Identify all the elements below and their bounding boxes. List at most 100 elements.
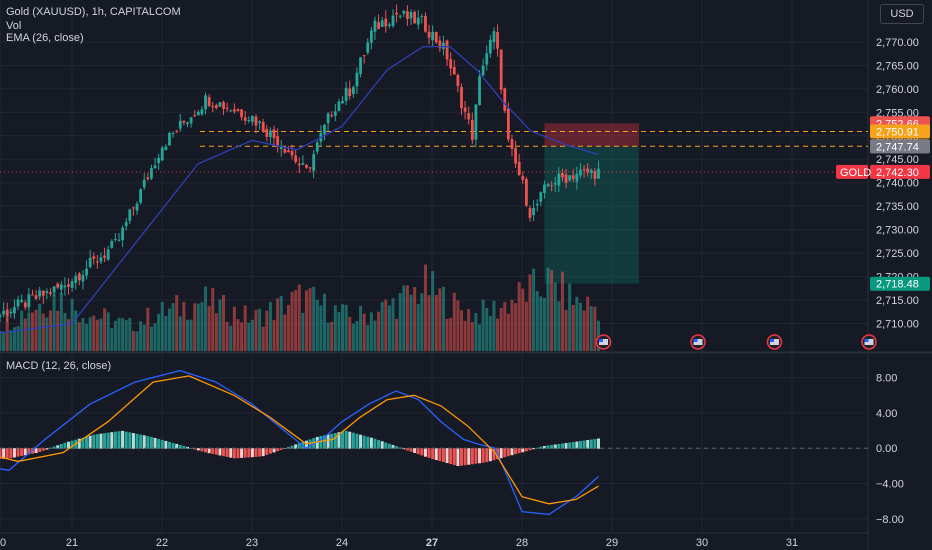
volume-bar	[290, 291, 294, 351]
time-axis: 20 21 22 23 24 27 28 29 30 31	[0, 537, 798, 549]
volume-bar	[193, 303, 197, 351]
volume-bar	[315, 299, 319, 351]
price-label-value: 2,718.48	[876, 279, 919, 291]
macd-histogram-bar	[380, 441, 384, 449]
volume-bar	[521, 288, 525, 351]
candle-body	[470, 119, 474, 141]
candle-body	[539, 192, 543, 202]
macd-histogram-bar	[41, 448, 45, 451]
ema-legend: EMA (26, close)	[6, 32, 84, 44]
candle-body	[301, 163, 305, 165]
candle-body	[88, 257, 92, 267]
volume-bar	[214, 313, 218, 351]
volume-bar	[283, 314, 287, 351]
candle-body	[398, 15, 402, 17]
volume-bar	[312, 286, 316, 351]
volume-bar	[427, 295, 431, 351]
candle-body	[434, 31, 438, 43]
time-tick-label: 22	[156, 537, 168, 549]
candle-body	[211, 106, 215, 108]
macd-histogram-bar	[254, 448, 258, 457]
candle-body	[463, 107, 467, 112]
candle-body	[543, 184, 546, 193]
volume-bar	[319, 305, 323, 351]
macd-histogram-bar	[488, 448, 492, 462]
candle-body	[204, 95, 207, 110]
candle-body	[236, 109, 240, 112]
candle-body	[171, 132, 175, 134]
candle-body	[409, 11, 413, 19]
volume-bar	[359, 305, 363, 351]
candle-body	[16, 299, 20, 307]
price-label-value: 2,750.91	[876, 126, 919, 138]
macd-histogram-bar	[337, 432, 341, 449]
volume-bar	[413, 287, 417, 351]
candlesticks	[0, 4, 600, 323]
candle-body	[510, 139, 514, 149]
candle-body	[265, 128, 269, 137]
macd-histogram-bar	[135, 433, 139, 449]
volume-bar	[9, 330, 13, 351]
volume-bar	[178, 316, 182, 351]
candle-body	[373, 20, 377, 32]
volume-bar	[362, 313, 366, 351]
symbol-label: GOLD	[840, 167, 871, 179]
macd-histogram-bar	[45, 448, 49, 450]
macd-histogram-bar	[193, 448, 197, 450]
candle-body	[117, 239, 121, 241]
macd-histogram-bar	[521, 448, 525, 453]
macd-histogram-bar	[229, 448, 233, 458]
macd-histogram-bar	[333, 433, 337, 449]
candle-body	[369, 30, 373, 43]
volume-bar	[167, 308, 171, 351]
macd-histogram-bar	[9, 448, 13, 459]
macd-histogram-bar	[67, 441, 71, 449]
candle-body	[557, 173, 561, 186]
volume-bar	[16, 326, 20, 351]
volume-bar	[20, 310, 24, 351]
macd-histogram-bar	[578, 440, 582, 449]
macd-histogram-bar	[351, 432, 355, 449]
macd-tick-label: −8.00	[876, 514, 904, 526]
volume-bar	[182, 301, 186, 351]
candle-body	[460, 87, 463, 109]
macd-histogram-bar	[34, 448, 38, 453]
currency-button[interactable]: USD	[880, 4, 924, 24]
volume-bar	[485, 307, 489, 351]
candle-body	[391, 15, 395, 26]
macd-histogram-bar	[272, 448, 276, 453]
volume-bar	[204, 286, 208, 351]
macd-histogram-bar	[232, 448, 236, 459]
macd-histogram-bar	[157, 438, 161, 449]
volume-bar	[542, 297, 546, 351]
macd-histogram-bar	[564, 442, 568, 449]
candle-body	[258, 121, 262, 123]
macd-histogram-bar	[225, 448, 229, 457]
volume-bar	[449, 317, 453, 351]
volume-bar	[294, 290, 298, 351]
candle-body	[254, 116, 258, 126]
macd-histogram-bar	[182, 445, 186, 449]
candle-body	[351, 87, 355, 94]
candle-body	[438, 40, 442, 49]
price-tick-label: 2,725.00	[876, 248, 919, 260]
candle-body	[553, 182, 557, 185]
volume-bar	[124, 319, 128, 351]
volume-bar	[333, 305, 337, 351]
macd-histogram-bar	[279, 448, 283, 450]
volume-bar	[499, 307, 503, 351]
candle-body	[323, 124, 326, 135]
candle-body	[77, 273, 81, 281]
macd-histogram-bar	[391, 444, 395, 449]
volume-bar	[441, 286, 445, 351]
volume-bar	[85, 323, 89, 351]
candle-body	[287, 150, 290, 153]
macd-histogram-bar	[290, 445, 294, 449]
macd-line	[0, 369, 599, 516]
volume-bar	[258, 308, 262, 351]
volume-bar	[514, 303, 518, 351]
macd-histogram-bar	[106, 432, 110, 449]
symbol-label-box	[836, 164, 868, 179]
macd-histogram-bar	[506, 448, 510, 457]
candle-body	[330, 115, 334, 117]
